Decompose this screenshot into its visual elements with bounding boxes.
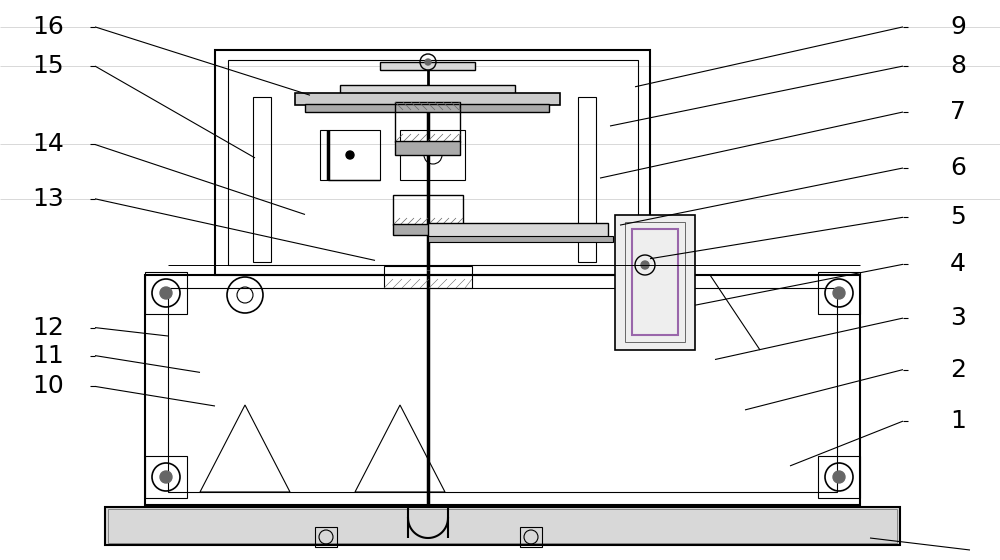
Bar [818,272,860,314]
Text: 7: 7 [950,100,966,124]
Text: 10: 10 [32,375,64,398]
Text: 15: 15 [32,54,64,78]
Circle shape [160,287,172,299]
Bar [615,215,695,350]
Bar [305,104,549,112]
Bar [400,130,465,180]
Bar [428,223,608,237]
Bar [632,229,678,335]
Bar [395,102,460,142]
Bar [384,266,472,288]
Bar [145,456,187,498]
Bar [578,97,596,262]
Bar [105,507,900,545]
Circle shape [833,287,845,299]
Bar [315,527,337,547]
Text: 6: 6 [950,156,966,180]
Bar [625,222,685,342]
Circle shape [833,471,845,483]
Bar [145,275,860,505]
Text: 14: 14 [32,133,64,156]
Text: 1: 1 [950,409,966,433]
Bar [340,85,515,95]
Text: 13: 13 [32,187,64,211]
Bar [393,224,463,235]
Bar [818,456,860,498]
Bar [215,50,650,275]
Circle shape [425,59,431,65]
Text: 5: 5 [950,206,966,229]
Text: 16: 16 [32,15,64,39]
Circle shape [641,261,649,269]
Bar [295,93,560,105]
Bar [395,141,460,155]
Bar [145,272,187,314]
Bar [228,60,638,265]
Bar [168,288,837,492]
Text: 9: 9 [950,15,966,39]
Text: 2: 2 [950,358,966,381]
Text: 11: 11 [32,344,64,367]
Bar [520,527,542,547]
Bar [108,509,897,543]
Text: 4: 4 [950,253,966,276]
Bar [380,62,475,70]
Bar [428,236,613,242]
Text: 3: 3 [950,306,966,330]
Circle shape [346,151,354,159]
Text: 12: 12 [32,316,64,339]
Bar [393,195,463,225]
Bar [253,97,271,262]
Circle shape [160,471,172,483]
Text: 8: 8 [950,54,966,78]
Bar [320,130,380,180]
